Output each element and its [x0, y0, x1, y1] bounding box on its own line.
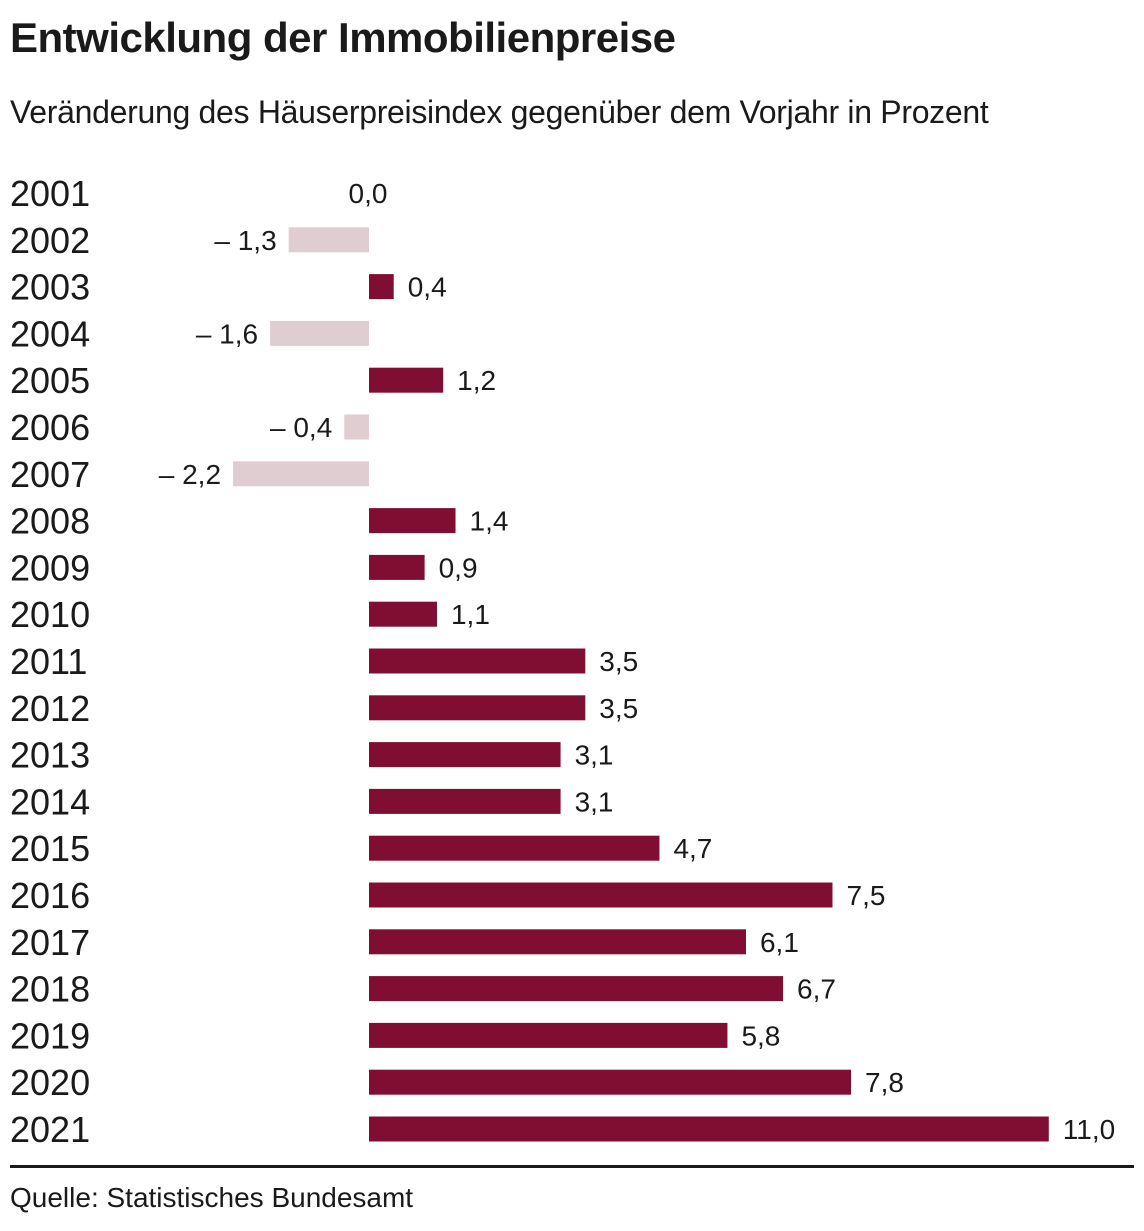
value-label: 0,0: [349, 178, 388, 209]
bar-positive: [369, 274, 394, 300]
year-label: 2016: [10, 875, 90, 916]
bar-negative: [270, 320, 369, 346]
year-label: 2021: [10, 1109, 90, 1150]
bar-positive: [369, 976, 784, 1002]
value-label: 3,5: [599, 646, 638, 677]
bar-positive: [369, 882, 833, 908]
year-label: 2011: [10, 641, 87, 682]
value-label: 1,2: [457, 365, 496, 396]
year-label: 2008: [10, 501, 90, 542]
year-label: 2020: [10, 1062, 90, 1103]
value-label: – 1,6: [196, 318, 258, 349]
year-label: 2004: [10, 313, 90, 354]
value-label: 1,4: [470, 506, 509, 537]
year-label: 2017: [10, 922, 90, 963]
bar-positive: [369, 601, 437, 627]
bar-positive: [369, 508, 456, 534]
year-label: 2005: [10, 360, 90, 401]
value-label: 6,1: [760, 927, 799, 958]
value-label: – 0,4: [270, 412, 332, 443]
bar-positive: [369, 554, 425, 580]
bar-positive: [369, 788, 561, 814]
year-label: 2013: [10, 735, 90, 776]
bar-positive: [369, 1069, 852, 1095]
value-label: – 2,2: [159, 459, 221, 490]
year-label: 2015: [10, 828, 90, 869]
year-label: 2014: [10, 781, 90, 822]
value-label: 7,8: [865, 1067, 904, 1098]
year-label: 2007: [10, 454, 90, 495]
year-label: 2018: [10, 969, 90, 1010]
bar-negative: [233, 461, 369, 487]
year-label: 2019: [10, 1015, 90, 1056]
bar-positive: [369, 835, 660, 861]
value-label: 0,9: [439, 552, 478, 583]
chart-subtitle: Veränderung des Häuserpreisindex gegenüb…: [10, 94, 989, 130]
value-label: 7,5: [847, 880, 886, 911]
value-label: 5,8: [741, 1020, 780, 1051]
year-label: 2003: [10, 267, 90, 308]
value-label: 6,7: [797, 974, 836, 1005]
value-label: 11,0: [1063, 1114, 1115, 1145]
year-label: 2009: [10, 547, 90, 588]
year-label: 2010: [10, 594, 90, 635]
bar-positive: [369, 929, 746, 955]
bar-positive: [369, 1022, 728, 1048]
year-label: 2001: [10, 173, 90, 214]
source-note: Quelle: Statistisches Bundesamt: [10, 1182, 414, 1213]
bar-positive: [369, 648, 586, 674]
value-label: 0,4: [408, 272, 447, 303]
chart-title: Entwicklung der Immobilienpreise: [10, 14, 676, 61]
year-label: 2006: [10, 407, 90, 448]
bar-positive: [369, 742, 561, 768]
value-label: 4,7: [673, 833, 712, 864]
value-label: 3,1: [575, 786, 614, 817]
bar-positive: [369, 1116, 1049, 1142]
value-label: 3,1: [575, 740, 614, 771]
bar-positive: [369, 367, 444, 393]
year-label: 2012: [10, 688, 90, 729]
bar-negative: [288, 227, 369, 253]
bar-negative: [344, 414, 369, 440]
value-label: 1,1: [451, 599, 490, 630]
value-label: 3,5: [599, 693, 638, 724]
bar-positive: [369, 695, 586, 721]
footer-divider: [10, 1165, 1134, 1168]
year-label: 2002: [10, 220, 90, 261]
value-label: – 1,3: [214, 225, 276, 256]
bar-chart: 2001 0,0 2002 – 1,3 2003 0,4 2004 – 1,6 2005 1,2 2…: [10, 173, 1115, 1150]
